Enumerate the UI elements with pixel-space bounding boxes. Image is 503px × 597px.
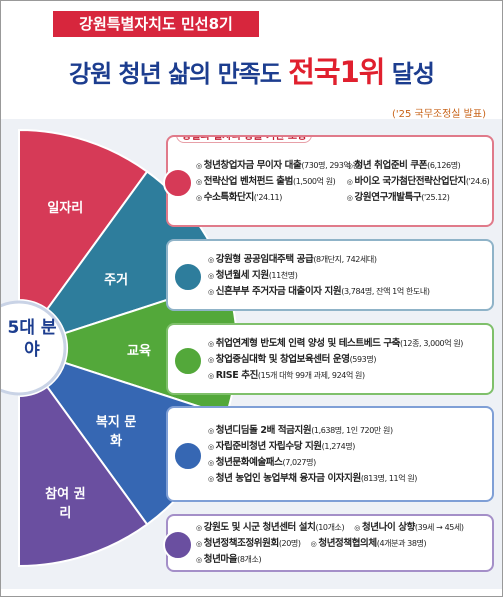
item-name: 청년문화예술패스 — [215, 456, 283, 468]
item-name: 강원형 공공임대주택 공급 — [215, 253, 314, 265]
wheel-shape — [18, 128, 149, 311]
wheel-center: 5대 분야 — [7, 318, 57, 360]
panel-item: 청년디딤돌 2배 적금지원(1,638명, 1인 720만 원) — [208, 423, 486, 439]
item-detail: (7,027명) — [282, 457, 316, 467]
item-detail: (1,638명, 1인 720만 원) — [311, 425, 393, 435]
item-detail: (1,274명) — [321, 441, 356, 451]
panel-item: RISE 추진(15개 대학 99개 과제, 924억 원) — [208, 368, 486, 384]
item-detail: (730명, 293억 원) — [301, 160, 363, 170]
panel-icon — [163, 168, 193, 198]
item-detail: (12종, 3,000억 원) — [400, 338, 464, 348]
item-detail: (15개 대학 99개 과제, 924억 원) — [257, 370, 365, 380]
segment-label: 일자리 — [47, 201, 84, 217]
panel-item: 전략산업 벤처펀드 출범(1,500억 원) — [196, 174, 347, 190]
panel-icon — [163, 530, 193, 560]
item-detail: (3,784명, 잔액 1억 한도내) — [341, 286, 430, 296]
panel-item: 신혼부부 주거자금 대출이자 지원(3,784명, 잔액 1억 한도내) — [208, 284, 486, 300]
item-detail: (4개분과 38명) — [376, 538, 427, 548]
item-detail: (813명, 11억 원) — [360, 473, 418, 483]
item-name: 강원도 및 시군 청년센터 설치 — [203, 521, 316, 533]
item-name: 강원연구개발특구 — [354, 191, 422, 203]
wheel-shape — [18, 385, 149, 568]
panel: 취업연계형 반도체 인력 양성 및 테스트베드 구축(12종, 3,000억 원… — [166, 323, 494, 395]
panel-item: 청년문화예술패스(7,027명) — [208, 455, 486, 471]
item-name: 청년창업자금 무이자 대출 — [203, 159, 302, 171]
panel-heading: 양질의 일자리 창출 기반 조성 — [176, 137, 313, 143]
panel-item: 강원연구개발특구('25.12) — [347, 190, 486, 206]
segment-label: 참여 권리 — [45, 486, 86, 521]
item-detail: (8개단지, 742세대) — [313, 254, 377, 264]
item-detail: (11천명) — [268, 270, 298, 280]
panel: 강원도 및 시군 청년센터 설치(10개소) 청년나이 상향(39세 → 45세)… — [166, 514, 494, 572]
segment-label: 교육 — [127, 344, 151, 359]
item-name: RISE 추진 — [215, 369, 259, 381]
panel-icon — [173, 262, 203, 292]
item-detail: (6,126명) — [427, 160, 461, 170]
item-detail: (8개소) — [237, 554, 262, 564]
segment-label: 주거 — [104, 273, 129, 289]
title-end: 달성 — [384, 60, 435, 88]
panel-item: 청년 농업인 농업부채 융자금 이자지원(813명, 11억 원) — [208, 471, 486, 487]
title: 강원 청년 삶의 만족도 전국1위 달성 — [1, 49, 502, 91]
panel: 청년디딤돌 2배 적금지원(1,638명, 1인 720만 원)자립준비청년 자… — [166, 406, 494, 502]
panel-item: 자립준비청년 자립수당 지원(1,274명) — [208, 439, 486, 455]
item-name: 수소특화단지 — [203, 191, 254, 203]
item-detail: ('24.6) — [465, 176, 490, 186]
item-name: 자립준비청년 자립수당 지원 — [215, 440, 322, 452]
panel-item: 창업중심대학 및 창업보육센터 운영(593명) — [208, 352, 486, 368]
title-start: 강원 청년 삶의 만족도 — [69, 60, 289, 88]
item-name: 청년정책협의체 — [318, 537, 377, 549]
item-name: 청년정책조정위원회 — [203, 537, 279, 549]
item-detail: ('24.11) — [253, 192, 283, 202]
item-name: 청년월세 지원 — [215, 269, 269, 281]
panel-item: 청년정책협의체(4개분과 38명) — [311, 536, 427, 552]
item-name: 전략산업 벤처펀드 출범 — [203, 175, 294, 187]
panel-icon — [173, 346, 203, 376]
item-detail: ('25.12) — [421, 192, 450, 202]
item-detail: (10개소) — [315, 522, 345, 532]
item-detail: (1,500억 원) — [292, 176, 336, 186]
panel-item: 청년창업자금 무이자 대출(730명, 293억 원) — [196, 158, 363, 174]
panel-item: 청년정책조정위원회(20명) — [196, 536, 301, 552]
badge: 강원특별자치도 민선8기 — [53, 11, 259, 37]
title-highlight: 전국1위 — [288, 55, 385, 89]
panel-item: 취업연계형 반도체 인력 양성 및 테스트베드 구축(12종, 3,000억 원… — [208, 336, 486, 352]
item-name: 청년나이 상향 — [361, 521, 415, 533]
item-name: 청년 농업인 농업부채 융자금 이자지원 — [215, 472, 361, 484]
panel-item: 강원도 및 시군 청년센터 설치(10개소) — [196, 520, 345, 536]
panel-item: 청년 취업준비 쿠폰(6,126명) — [347, 158, 486, 174]
item-detail: (20명) — [278, 538, 301, 548]
item-name: 청년디딤돌 2배 적금지원 — [215, 424, 312, 436]
item-detail: (39세 → 45세) — [414, 522, 464, 532]
panel-item: 청년월세 지원(11천명) — [208, 268, 486, 284]
wheel-shape — [1, 300, 67, 396]
item-name: 바이오 국가첨단전략산업단지 — [354, 175, 467, 187]
panel: 강원형 공공임대주택 공급(8개단지, 742세대)청년월세 지원(11천명)신… — [166, 239, 494, 311]
segment-label: 복지 문화 — [95, 414, 137, 449]
panel-item: 강원형 공공임대주택 공급(8개단지, 742세대) — [208, 252, 486, 268]
panel-icon — [173, 441, 203, 471]
panel-item: 바이오 국가첨단전략산업단지('24.6) — [347, 174, 490, 190]
panel-item: 청년나이 상향(39세 → 45세) — [354, 520, 464, 536]
source: ('25 국무조정실 발표) — [391, 109, 486, 120]
item-detail: (593명) — [349, 354, 377, 364]
item-name: 창업중심대학 및 창업보육센터 운영 — [215, 353, 350, 365]
panel: 양질의 일자리 창출 기반 조성청년창업자금 무이자 대출(730명, 293억… — [166, 135, 494, 227]
item-name: 취업연계형 반도체 인력 양성 및 테스트베드 구축 — [215, 337, 401, 349]
item-name: 청년 취업준비 쿠폰 — [354, 159, 428, 171]
item-name: 청년마을 — [203, 553, 238, 565]
panel-item: 청년마을(8개소) — [196, 552, 262, 568]
item-name: 신혼부부 주거자금 대출이자 지원 — [215, 285, 342, 297]
panel-item: 수소특화단지('24.11) — [196, 190, 347, 206]
